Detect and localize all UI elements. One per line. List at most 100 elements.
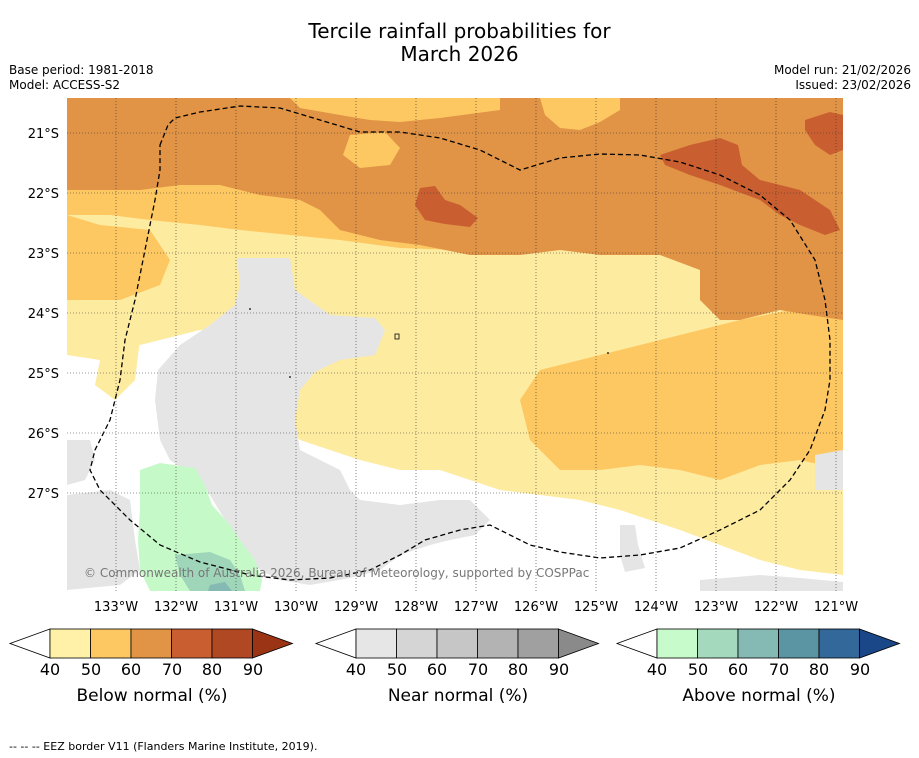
below-70-patch-2 xyxy=(660,138,840,235)
lat-label: 21°S xyxy=(28,127,59,142)
below-50-region xyxy=(67,98,843,480)
below-50-ne-hole xyxy=(540,98,620,130)
below-40-west-patch xyxy=(67,330,140,400)
colorbar-segment xyxy=(171,628,213,659)
cb-tick: 40 xyxy=(646,660,668,679)
lon-label: 129°W xyxy=(334,600,378,615)
colorbar-over-arrow xyxy=(252,628,294,659)
rainfall-probability-map: © Commonwealth of Australia 2026, Bureau… xyxy=(67,98,843,591)
cb-tick: 80 xyxy=(507,660,529,679)
near-40-east xyxy=(815,450,843,490)
colorbar-segment xyxy=(697,628,739,659)
near-40-west xyxy=(67,440,95,485)
cb-tick: 40 xyxy=(345,660,367,679)
longitude-labels: 133°W 132°W 131°W 130°W 129°W 128°W 127°… xyxy=(94,600,858,615)
lon-label: 130°W xyxy=(274,600,318,615)
colorbar-segment xyxy=(396,628,438,659)
colorbar-near-label: Near normal (%) xyxy=(387,686,529,706)
colorbar-segment xyxy=(778,628,820,659)
colorbar-near xyxy=(314,628,600,659)
cb-tick: 70 xyxy=(161,660,183,679)
colorbar-segment xyxy=(355,628,397,659)
lon-label: 131°W xyxy=(214,600,258,615)
island-marker xyxy=(394,333,400,340)
below-50-north-hole-2 xyxy=(343,132,400,168)
cb-tick: 80 xyxy=(201,660,223,679)
lon-label: 126°W xyxy=(514,600,558,615)
island-dot-3 xyxy=(607,352,609,354)
colorbar-below-label: Below normal (%) xyxy=(76,686,228,706)
eez-legend: -- -- -- EEZ border V11 (Flanders Marine… xyxy=(9,740,318,753)
lon-label: 122°W xyxy=(754,600,798,615)
lon-label: 123°W xyxy=(694,600,738,615)
colorbar-segment xyxy=(211,628,253,659)
cb-tick: 60 xyxy=(120,660,142,679)
title-line-1: Tercile rainfall probabilities for xyxy=(308,19,611,43)
copyright-notice: © Commonwealth of Australia 2026, Bureau… xyxy=(84,566,589,580)
lat-label: 25°S xyxy=(28,367,59,382)
colorbar-below xyxy=(8,628,294,659)
lon-label: 125°W xyxy=(574,600,618,615)
lat-label: 24°S xyxy=(28,307,59,322)
cb-tick: 90 xyxy=(548,660,570,679)
lat-label: 22°S xyxy=(28,187,59,202)
colorbar-under-arrow xyxy=(8,628,51,659)
lon-label: 133°W xyxy=(94,600,138,615)
model-run: Model run: 21/02/2026 xyxy=(773,63,911,77)
eez-border xyxy=(89,105,831,581)
cb-tick: 60 xyxy=(727,660,749,679)
colorbar-under-arrow xyxy=(314,628,357,659)
colorbar-segment xyxy=(130,628,172,659)
cb-tick: 80 xyxy=(808,660,830,679)
colorbar-segment xyxy=(818,628,860,659)
below-70-patch-3 xyxy=(805,112,843,155)
island-dot-2 xyxy=(289,376,291,378)
island-dot-1 xyxy=(249,308,251,310)
above-50-region xyxy=(175,552,245,591)
model-name: Model: ACCESS-S2 xyxy=(9,78,121,92)
colorbar-segment xyxy=(517,628,559,659)
base-period: Base period: 1981-2018 xyxy=(9,63,154,77)
lon-label: 121°W xyxy=(814,600,858,615)
colorbar-under-arrow xyxy=(615,628,658,659)
cb-tick: 50 xyxy=(386,660,408,679)
colorbar-segment xyxy=(49,628,91,659)
title-line-2: March 2026 xyxy=(400,42,519,66)
colorbar-segment xyxy=(436,628,478,659)
cb-tick: 40 xyxy=(39,660,61,679)
cb-tick: 90 xyxy=(242,660,264,679)
near-40-sw xyxy=(67,490,140,590)
below-70-patch-1 xyxy=(415,186,478,227)
colorbar-segment xyxy=(656,628,698,659)
colorbar-segment xyxy=(90,628,132,659)
colorbar-over-arrow xyxy=(558,628,600,659)
lat-label: 23°S xyxy=(28,247,59,262)
lon-label: 132°W xyxy=(154,600,198,615)
below-50-north-hole xyxy=(290,98,500,122)
lon-label: 127°W xyxy=(454,600,498,615)
colorbar-segment xyxy=(737,628,779,659)
colorbar-segment xyxy=(477,628,519,659)
cb-tick: 50 xyxy=(80,660,102,679)
cb-tick: 70 xyxy=(467,660,489,679)
map-title: Tercile rainfall probabilities for March… xyxy=(0,20,919,66)
cb-tick: 60 xyxy=(426,660,448,679)
issued-date: Issued: 23/02/2026 xyxy=(795,78,911,92)
colorbar-above xyxy=(615,628,901,659)
latitude-labels: 21°S 22°S 23°S 24°S 25°S 26°S 27°S xyxy=(28,127,59,502)
near-40-south-strip xyxy=(700,575,843,591)
above-40-region xyxy=(138,463,262,591)
lat-label: 26°S xyxy=(28,427,59,442)
cb-tick: 70 xyxy=(768,660,790,679)
near-40-south-east xyxy=(620,525,645,572)
metadata-left: Base period: 1981-2018 Model: ACCESS-S2 xyxy=(9,63,154,93)
cb-tick: 50 xyxy=(687,660,709,679)
metadata-right: Model run: 21/02/2026 Issued: 23/02/2026 xyxy=(774,63,911,93)
colorbar-over-arrow xyxy=(859,628,901,659)
lon-label: 124°W xyxy=(634,600,678,615)
colorbar-above-label: Above normal (%) xyxy=(682,686,836,706)
above-60-region xyxy=(208,582,232,591)
cb-tick: 90 xyxy=(849,660,871,679)
graticule xyxy=(67,98,843,591)
